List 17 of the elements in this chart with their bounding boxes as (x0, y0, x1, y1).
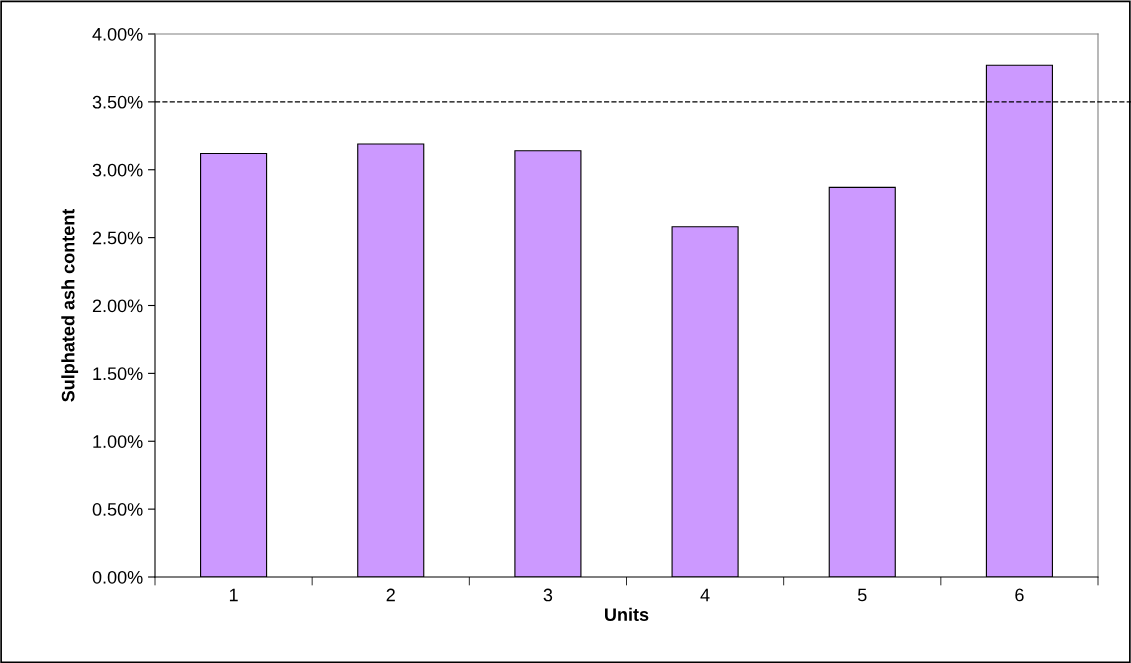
x-axis-title: Units (605, 607, 649, 621)
x-tick-label: 4 (700, 588, 710, 602)
x-tick-label: 3 (543, 588, 553, 602)
x-tick-label: 2 (386, 588, 395, 602)
y-tick-label: 1.00% (93, 435, 143, 448)
y-tick-label: 2.00% (92, 299, 143, 313)
y-tick-label: 3.50% (92, 95, 143, 109)
y-tick-label: 1.50% (93, 367, 143, 381)
y-tick-label: 0.50% (92, 503, 143, 516)
y-tick-label: 2.50% (92, 231, 143, 245)
x-tick-label: 1 (229, 588, 238, 602)
y-axis-title: Sulphated ash content (61, 208, 79, 402)
y-tick-label: 3.00% (92, 163, 143, 177)
x-tick-label: 5 (857, 588, 867, 602)
x-tick-label: 6 (1015, 588, 1024, 602)
y-tick-label: 0.00% (92, 570, 143, 584)
y-tick-label: 4.00% (92, 27, 143, 41)
